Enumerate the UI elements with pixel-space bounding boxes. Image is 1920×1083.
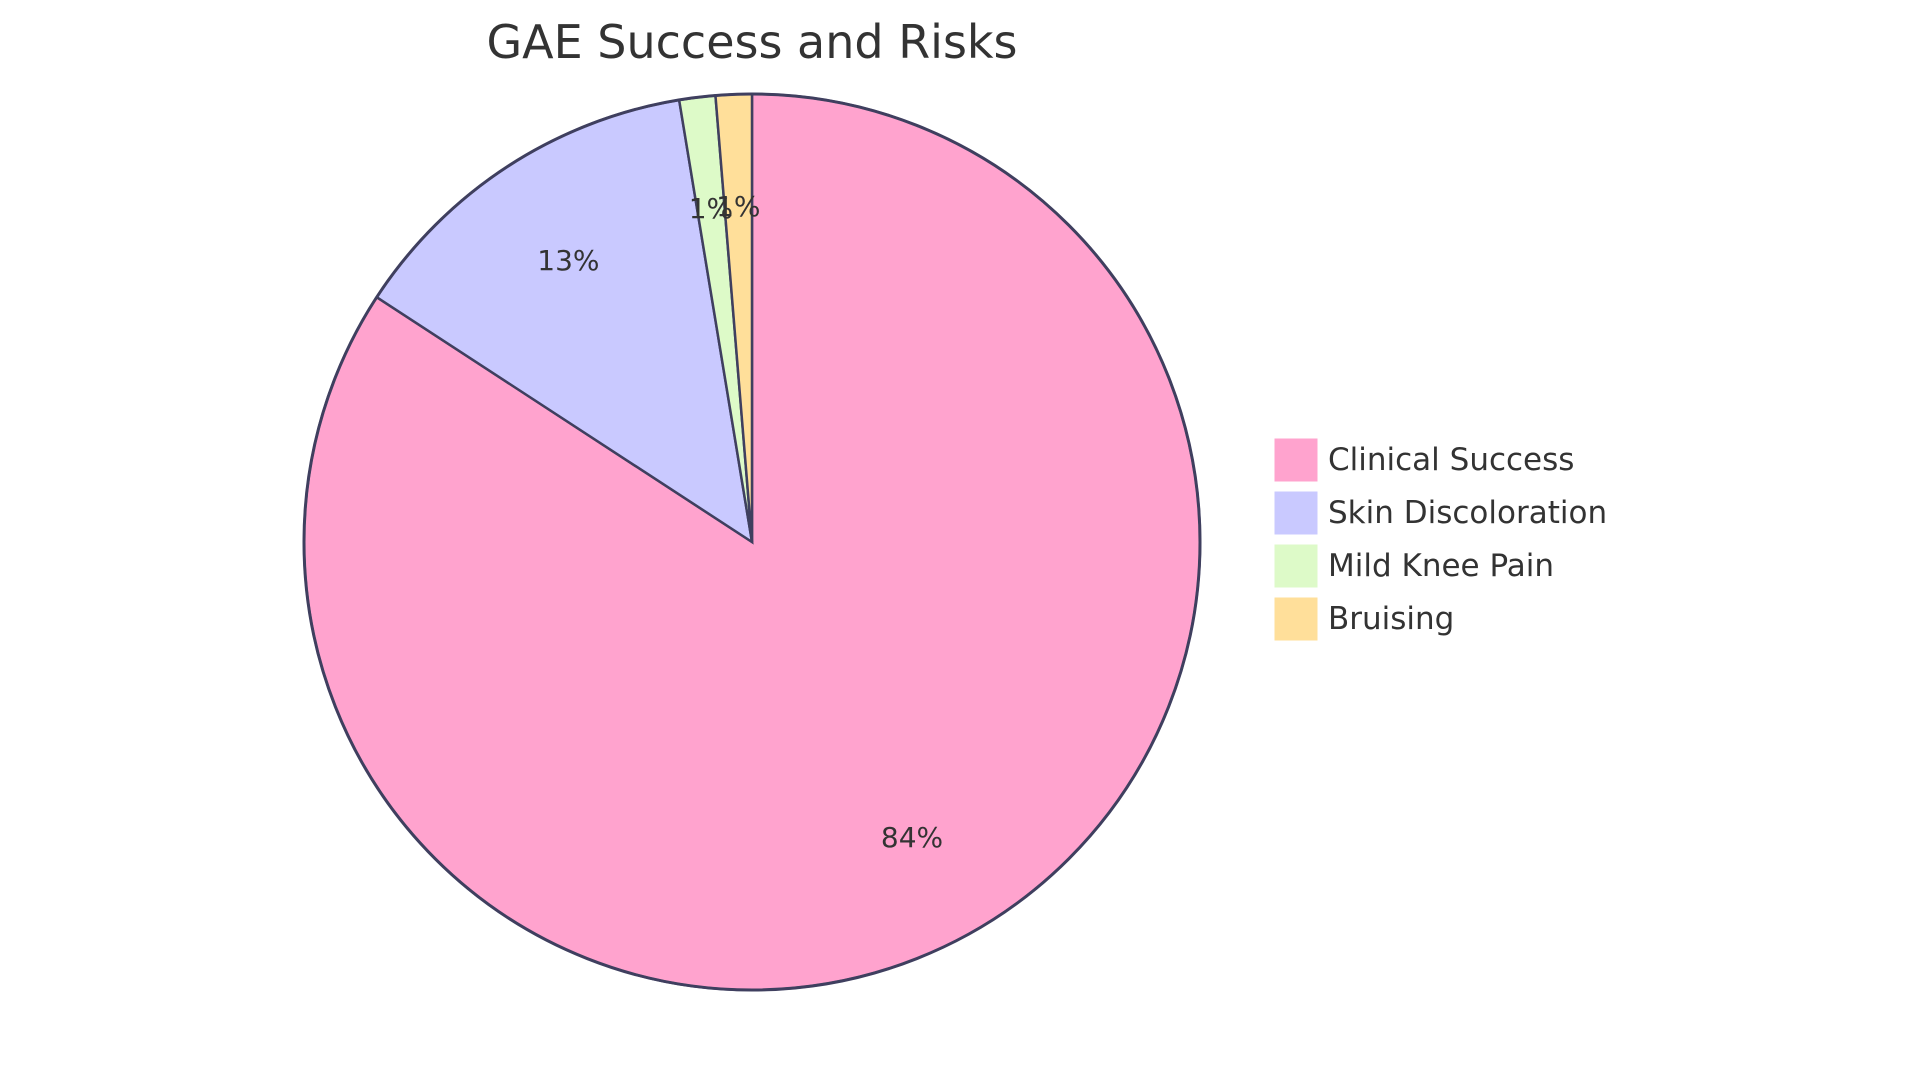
legend-label-bruising: Bruising bbox=[1328, 601, 1454, 637]
legend-swatch-skin-discoloration bbox=[1273, 490, 1319, 536]
slice-label-mild-knee-pain: 1% bbox=[689, 192, 733, 225]
legend-swatch-mild-knee-pain bbox=[1273, 543, 1319, 589]
legend-label-clinical-success: Clinical Success bbox=[1328, 442, 1574, 478]
slice-label-clinical-success: 84% bbox=[881, 821, 943, 854]
chart-title: GAE Success and Risks bbox=[486, 15, 1017, 69]
legend-label-mild-knee-pain: Mild Knee Pain bbox=[1328, 548, 1554, 584]
legend-label-skin-discoloration: Skin Discoloration bbox=[1328, 495, 1607, 531]
pie-slices bbox=[302, 92, 1202, 992]
legend-swatch-clinical-success bbox=[1273, 437, 1319, 483]
slice-labels: 84% 13% 1%1% bbox=[537, 190, 943, 854]
slice-label-bruising: 1% bbox=[716, 190, 760, 223]
slice-label-skin-discoloration: 13% bbox=[537, 244, 599, 277]
legend: Clinical Success Skin Discoloration Mild K… bbox=[1273, 437, 1607, 642]
legend-swatch-bruising bbox=[1273, 596, 1319, 642]
pie-outline bbox=[302, 92, 1202, 992]
